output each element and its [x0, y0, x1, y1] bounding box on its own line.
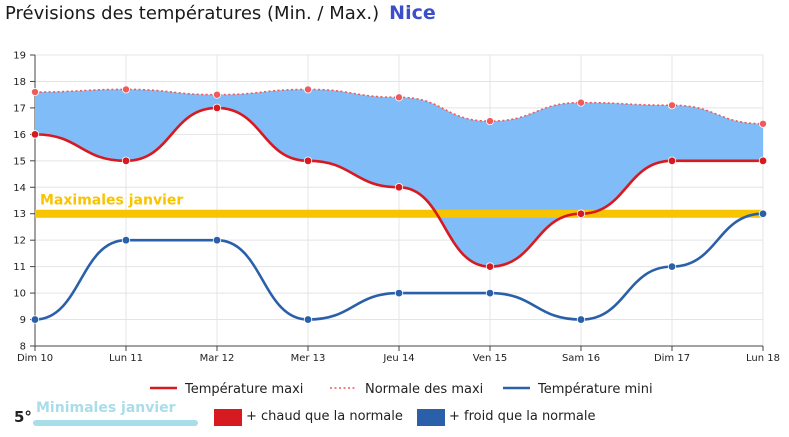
data-point	[577, 98, 586, 107]
y-tick-label: 8	[20, 342, 26, 353]
data-point	[212, 235, 222, 245]
data-point	[485, 117, 494, 126]
legend-item-label: Température mini	[537, 382, 653, 397]
y-tick-label: 14	[13, 183, 26, 194]
data-point	[485, 262, 495, 271]
x-tick-label: Sam 16	[562, 353, 600, 364]
x-tick-label: Dim 17	[654, 353, 690, 364]
min-normal-label: Minimales janvier	[36, 400, 176, 416]
x-tick-label: Mar 12	[200, 353, 235, 364]
y-tick-label: 13	[13, 209, 26, 220]
warmer-swatch	[214, 409, 242, 426]
data-point	[212, 90, 221, 99]
data-point	[30, 315, 40, 324]
data-point	[121, 156, 131, 166]
y-tick-label: 9	[20, 315, 26, 326]
data-point	[394, 93, 403, 102]
data-point	[485, 288, 495, 298]
legend-item-label: Normale des maxi	[365, 382, 483, 397]
y-tick-label: 15	[13, 156, 26, 167]
data-point	[303, 156, 313, 166]
series-line	[34, 88, 764, 125]
min-normal-value: 5°	[14, 408, 32, 426]
data-point	[394, 183, 404, 192]
x-tick-label: Jeu 14	[382, 353, 414, 364]
data-point	[576, 315, 586, 324]
x-tick-label: Dim 10	[17, 353, 53, 364]
data-point	[121, 235, 131, 245]
colder-swatch	[417, 409, 445, 426]
data-point	[122, 85, 131, 94]
x-tick-label: Mer 13	[291, 353, 326, 364]
data-point	[394, 288, 404, 298]
data-point	[212, 103, 222, 113]
data-point	[758, 209, 768, 218]
y-tick-label: 16	[13, 130, 26, 141]
y-tick-label: 18	[13, 77, 26, 88]
city-name: Nice	[389, 2, 436, 24]
bottom-legend: 5° Minimales janvier + chaud que la norm…	[0, 398, 789, 437]
data-point	[667, 262, 677, 271]
page-title: Prévisions des températures (Min. / Max.…	[5, 3, 380, 24]
temperature-chart: 8 9 10 11 12 13 14 15 16 17 18 19 Dim 10 Lun 11 Mar 12…	[13, 51, 780, 398]
y-tick-label: 12	[13, 236, 26, 247]
colder-label: + froid que la normale	[449, 409, 596, 424]
data-point	[30, 130, 40, 139]
x-tick-label: Lun 11	[109, 353, 143, 364]
series-line	[34, 212, 764, 321]
y-tick-label: 19	[13, 51, 26, 62]
data-point	[668, 101, 677, 110]
warmer-label: + chaud que la normale	[246, 409, 403, 424]
y-tick-label: 10	[13, 289, 26, 300]
min-normal-bar	[33, 420, 198, 426]
x-tick-label: Lun 18	[746, 353, 780, 364]
data-point	[303, 315, 313, 324]
y-tick-label: 17	[13, 103, 26, 114]
y-tick-label: 11	[13, 262, 26, 273]
data-point	[667, 156, 677, 166]
legend-item-label: Température maxi	[184, 382, 303, 397]
data-point	[303, 85, 312, 94]
reference-line-label: Maximales janvier	[40, 193, 183, 209]
x-tick-label: Ven 15	[473, 353, 507, 364]
data-point	[576, 209, 586, 218]
data-point	[759, 119, 768, 128]
below-normal-area	[35, 89, 763, 267]
chart-header: Prévisions des températures (Min. / Max.…	[5, 2, 436, 30]
data-point	[30, 88, 39, 97]
data-point	[758, 156, 768, 166]
